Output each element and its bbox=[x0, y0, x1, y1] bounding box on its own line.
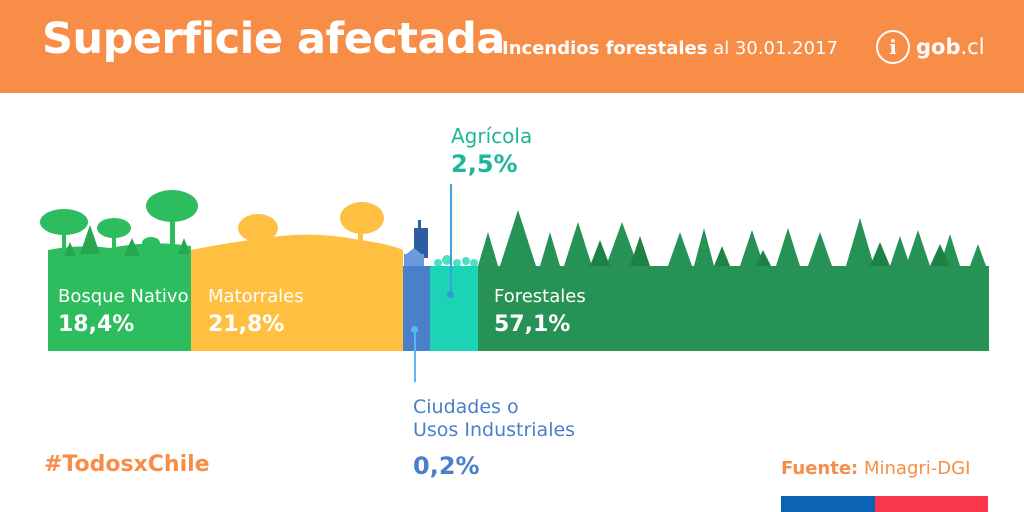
subtitle-date: al 30.01.2017 bbox=[707, 38, 838, 59]
logo-text: gob.cl bbox=[916, 35, 985, 59]
native-forest-icon bbox=[40, 190, 198, 266]
chile-flag-bar bbox=[781, 496, 988, 512]
header-banner: Superficie afectada Incendios forestales… bbox=[0, 0, 1024, 93]
crops-icon bbox=[434, 255, 478, 267]
segment-label-matorrales: Matorrales bbox=[208, 286, 304, 307]
callout-dot-agricola bbox=[447, 291, 454, 298]
city-icon bbox=[404, 220, 428, 266]
callout-value-ciudades: 0,2% bbox=[413, 452, 480, 480]
callout-value-agricola: 2,5% bbox=[451, 150, 518, 178]
segment-value-bosque-nativo: 18,4% bbox=[58, 312, 135, 337]
callout-line-ciudades bbox=[414, 330, 416, 382]
source-credit: Fuente: Minagri-DGI bbox=[781, 458, 971, 479]
callout-line-agricola bbox=[450, 184, 452, 294]
subtitle-bold: Incendios forestales bbox=[502, 38, 708, 59]
segment-bosque-nativo bbox=[48, 266, 191, 351]
callout-label-ciudades: Ciudades o Usos Industriales bbox=[413, 396, 576, 441]
segment-agricola bbox=[430, 266, 478, 351]
segment-label-bosque-nativo: Bosque Nativo bbox=[58, 286, 189, 307]
hashtag: #TodosxChile bbox=[44, 452, 210, 477]
segment-label-forestales: Forestales bbox=[494, 286, 586, 307]
segment-value-forestales: 57,1% bbox=[494, 312, 571, 337]
subtitle: Incendios forestales al 30.01.2017 bbox=[502, 38, 838, 59]
shrubland-icon bbox=[191, 202, 403, 266]
segment-value-matorrales: 21,8% bbox=[208, 312, 285, 337]
callout-dot-ciudades bbox=[411, 326, 418, 333]
callout-label-agricola: Agrícola bbox=[451, 124, 533, 148]
gob-logo: i gob.cl bbox=[876, 30, 985, 64]
segment-forestales bbox=[478, 266, 989, 351]
page-title: Superficie afectada bbox=[42, 14, 505, 64]
info-icon: i bbox=[876, 30, 910, 64]
segment-ciudades bbox=[403, 266, 430, 351]
plantation-forest-icon bbox=[478, 210, 986, 266]
segment-matorrales bbox=[191, 266, 403, 351]
